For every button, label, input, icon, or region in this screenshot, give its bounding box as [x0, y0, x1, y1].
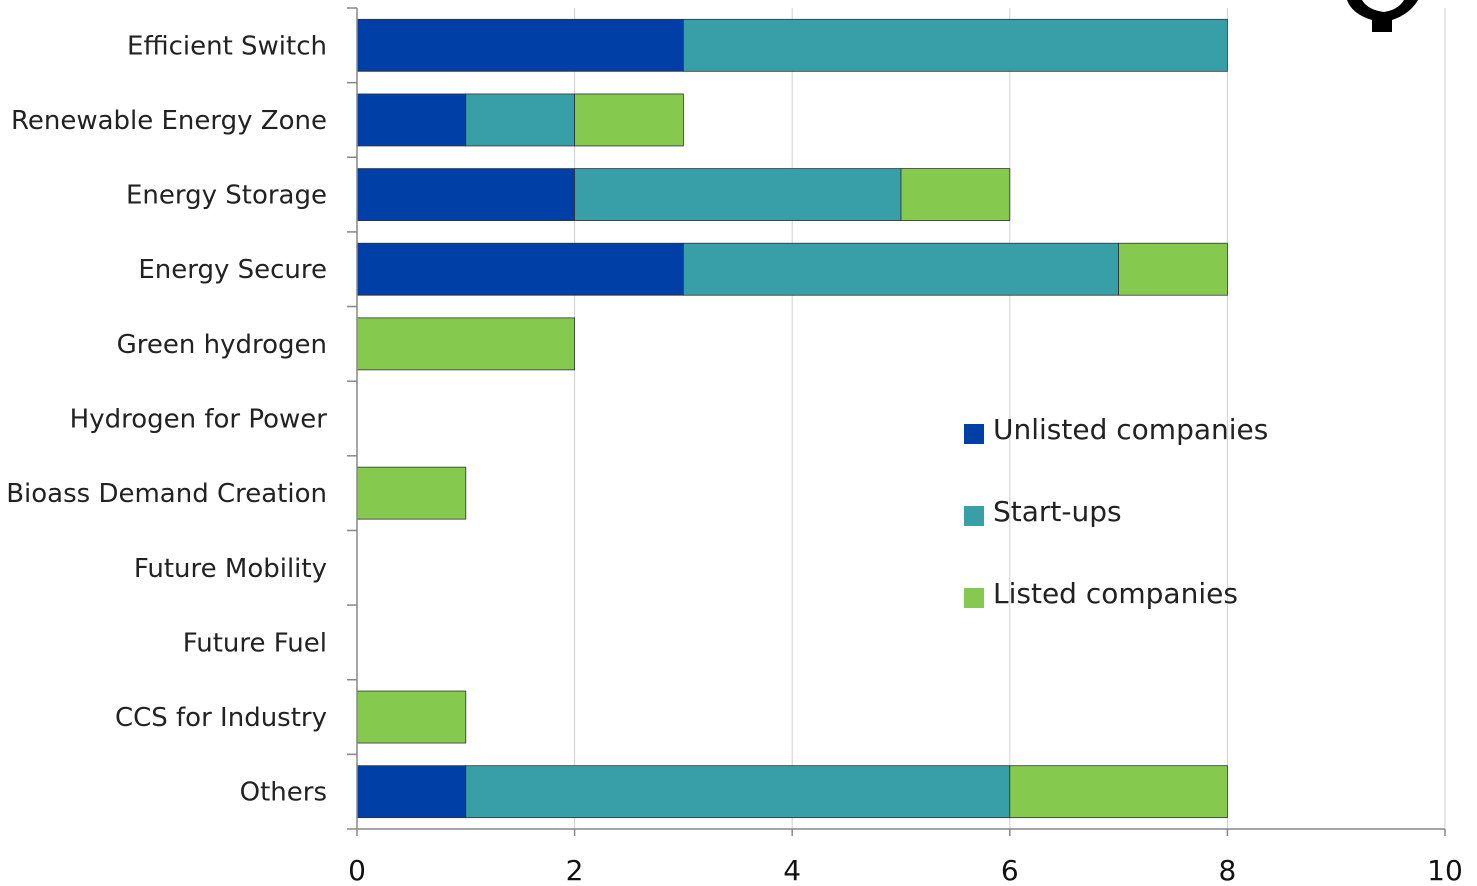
legend-label: Listed companies	[993, 577, 1238, 610]
category-label: Efficient Switch	[127, 31, 327, 61]
bar-segment	[356, 466, 467, 520]
legend-label: Unlisted companies	[993, 413, 1268, 446]
x-tick-label: 10	[1427, 854, 1463, 886]
bar-segment	[900, 168, 1011, 221]
axes	[347, 7, 1446, 836]
legend-swatch	[964, 424, 984, 444]
category-label: Future Mobility	[134, 554, 327, 584]
grid-lines	[574, 8, 1446, 829]
bar-segment	[356, 18, 684, 72]
legend-label: Start-ups	[993, 495, 1122, 528]
category-label: Energy Storage	[126, 181, 327, 211]
category-label: Hydrogen for Power	[70, 405, 328, 435]
partial-tree-logo-icon	[1347, 0, 1418, 32]
x-tick-label: 0	[348, 854, 366, 886]
x-tick-label: 4	[783, 854, 801, 886]
bar-segment	[356, 690, 467, 744]
x-tick-labels: 0 2 4 6 8 10	[348, 854, 1463, 886]
bar-segment	[356, 168, 576, 221]
category-labels: Efficient Switch Renewable Energy Zone Ene…	[6, 31, 327, 807]
bar-segment	[683, 242, 1120, 296]
legend: Unlisted companies Start-ups Listed compan…	[964, 413, 1268, 610]
category-label: CCS for Industry	[115, 703, 327, 733]
category-label: Energy Secure	[138, 255, 327, 285]
bar-segment	[683, 18, 1228, 72]
category-label: Bioass Demand Creation	[6, 479, 327, 509]
category-label: Others	[240, 778, 327, 808]
x-tick-label: 2	[566, 854, 584, 886]
category-label: Future Fuel	[183, 628, 327, 658]
bar-segment	[356, 317, 576, 371]
bar-segment	[465, 765, 1011, 819]
x-tick-label: 6	[1001, 854, 1019, 886]
bar-segment	[574, 168, 902, 221]
category-label: Renewable Energy Zone	[11, 106, 327, 136]
bar-segment	[574, 93, 684, 147]
bar-segment	[356, 242, 684, 296]
bar-segment	[356, 93, 467, 147]
bar-segment	[1118, 242, 1228, 296]
bars	[356, 18, 1228, 819]
bar-segment	[1009, 765, 1228, 819]
bar-segment	[356, 765, 467, 819]
legend-swatch	[964, 588, 984, 608]
x-tick-label: 8	[1218, 854, 1236, 886]
bar-segment	[465, 93, 575, 147]
legend-swatch	[964, 506, 984, 526]
category-label: Green hydrogen	[117, 330, 327, 360]
